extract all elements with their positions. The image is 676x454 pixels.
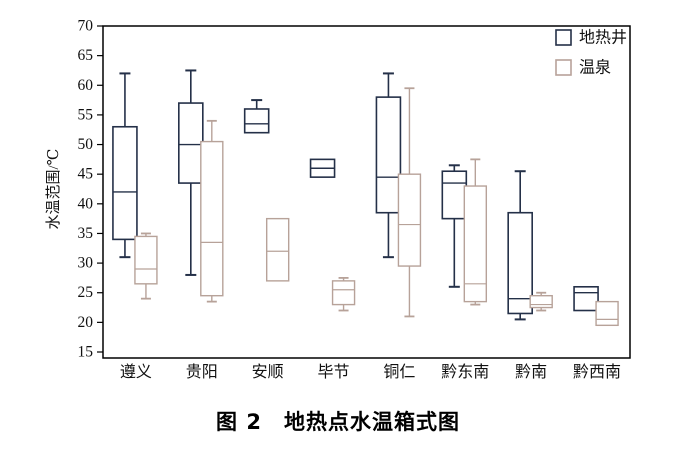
y-tick-label: 30 <box>78 255 94 272</box>
y-tick-label: 20 <box>78 314 94 331</box>
y-tick-label: 45 <box>78 166 94 183</box>
box-rect <box>200 140 224 297</box>
box-well-7 <box>573 285 599 312</box>
box-well-5 <box>441 164 468 288</box>
y-axis-label: 水温范围/℃ <box>45 149 62 230</box>
box-spring-7 <box>595 300 619 327</box>
box-rect <box>134 235 158 285</box>
x-category-label: 毕节 <box>318 363 350 381</box>
box-well-4 <box>375 72 402 259</box>
figure-caption: 图 2 地热点水温箱式图 <box>216 410 460 434</box>
box-well-2 <box>243 99 270 134</box>
y-tick-label: 65 <box>78 47 94 64</box>
legend-swatch-spring <box>555 59 572 76</box>
box-spring-5 <box>463 158 488 306</box>
box-spring-6 <box>529 291 553 312</box>
box-rect <box>178 102 204 184</box>
box-well-1 <box>178 69 204 276</box>
box-rect <box>243 108 270 134</box>
x-category-label: 贵阳 <box>186 363 218 381</box>
y-tick-label: 60 <box>78 77 94 94</box>
y-tick-label: 70 <box>78 18 94 35</box>
x-category-label: 遵义 <box>120 362 152 381</box>
x-category-label: 黔南 <box>515 363 547 381</box>
box-well-6 <box>507 170 533 321</box>
box-rect <box>441 170 468 220</box>
box-well-0 <box>112 72 138 259</box>
box-spring-1 <box>200 119 224 303</box>
y-tick-label: 50 <box>78 136 94 153</box>
box-rect <box>112 125 138 241</box>
box-rect <box>265 217 290 282</box>
box-spring-2 <box>265 217 290 282</box>
boxplot-chart: 15 20 25 30 35 40 45 50 55 60 65 70 水温范围/℃ 遵义 贵阳 安顺 毕节 铜仁… <box>45 18 631 381</box>
box-spring-0 <box>134 232 158 300</box>
box-rect <box>375 96 402 214</box>
box-rect <box>507 211 533 315</box>
box-spring-3 <box>331 277 356 312</box>
y-tick-label: 40 <box>78 195 94 212</box>
legend-swatch-well <box>555 29 572 46</box>
x-category-label: 黔西南 <box>573 363 621 381</box>
x-category-label: 黔东南 <box>441 363 489 381</box>
y-tick-label: 25 <box>78 284 94 301</box>
legend-label-spring: 温泉 <box>579 59 611 77</box>
legend-label-well: 地热井 <box>579 29 627 47</box>
box-spring-4 <box>397 87 422 318</box>
x-category-label: 铜仁 <box>383 363 415 381</box>
plot-frame <box>102 25 631 359</box>
y-tick-label: 15 <box>78 344 94 361</box>
box-rect <box>463 185 488 303</box>
box-rect <box>529 294 553 309</box>
box-rect <box>595 300 619 327</box>
y-tick-label: 55 <box>78 106 94 123</box>
box-rect <box>573 285 599 312</box>
x-category-label: 安顺 <box>252 363 284 381</box>
y-tick-label: 35 <box>78 225 94 242</box>
box-rect <box>331 280 356 306</box>
box-well-3 <box>309 158 336 178</box>
box-rect <box>397 173 422 267</box>
